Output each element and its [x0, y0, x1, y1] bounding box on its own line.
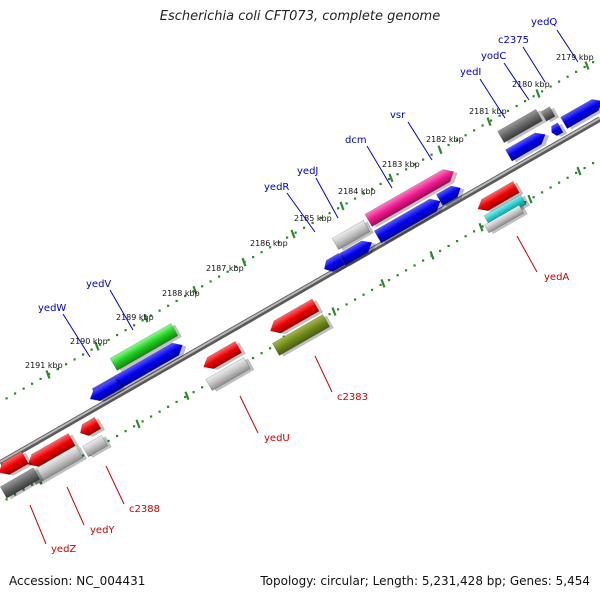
gene-feature-blue [551, 122, 568, 137]
gene-feature-light [205, 357, 255, 392]
gene-feature-vsr [364, 169, 458, 228]
tick-label: 2182 kbp [426, 135, 464, 144]
gene-feature-yedZ [0, 467, 44, 500]
tick-label: 2186 kbp [250, 239, 288, 248]
gene-features [0, 99, 600, 500]
gene-label-yedq: yedQ [531, 17, 557, 28]
gene-label-yodc: yodC [481, 51, 506, 62]
gene-label-yedj: yedJ [297, 166, 318, 177]
gene-label-c2375: c2375 [498, 35, 529, 46]
gene-feature-yedA [477, 181, 524, 212]
tick-label: 2184 kbp [338, 187, 376, 196]
map-title: Escherichia coli CFT073, complete genome [159, 9, 441, 24]
gene-feature-c2383 [270, 298, 324, 335]
tick-label: 2190 kbp [70, 337, 108, 346]
tick-label: 2180 kbp [512, 80, 550, 89]
gene-label-yedr: yedR [264, 182, 289, 193]
gene-feature-yedY [27, 433, 80, 468]
gene-label-yeda: yedA [544, 272, 569, 283]
tick-label: 2187 kbp [206, 264, 244, 273]
gene-label-dcm: dcm [345, 135, 367, 146]
gene-feature-light [484, 204, 528, 234]
gene-label-yedy: yedY [90, 525, 115, 536]
gene-feature-yedR [323, 252, 350, 273]
gene-label-yedu: yedU [264, 433, 290, 444]
gene-feature-c2388 [79, 416, 106, 437]
gene-feature-blue [505, 132, 550, 163]
gene-feature-yedV [109, 323, 182, 372]
gene-feature-blue [89, 376, 126, 402]
gene-feature-light [82, 434, 112, 458]
gene-feature-yedJ [338, 240, 376, 267]
gene-feature-grey [497, 109, 547, 144]
gene-feature-blue [435, 185, 465, 207]
gene-label-yedv: yedV [86, 279, 111, 290]
gene-label-yedi: yedI [460, 67, 481, 78]
gene-feature-dcm [373, 198, 445, 245]
tick-label: 2191 kbp [25, 361, 63, 370]
tick-label: 2185 kbp [294, 214, 332, 223]
gene-label-yedw: yedW [38, 303, 66, 314]
gene-feature-red [0, 451, 33, 476]
label-leader-lines [29, 29, 579, 545]
tick-label: 2189 kbp [116, 313, 154, 322]
gene-feature-olive [271, 314, 334, 357]
gene-label-c2383: c2383 [337, 392, 368, 403]
tick-label: 2183 kbp [382, 160, 420, 169]
gene-feature-light [331, 219, 374, 251]
gene-feature-yedU [203, 341, 246, 370]
gene-label-vsr: vsr [390, 110, 406, 121]
gene-label-yedz: yedZ [51, 544, 76, 555]
gene-feature-blue [560, 99, 600, 130]
chromosome-backbone [0, 116, 600, 466]
tick-label: 2181 kbp [469, 107, 507, 116]
gene-feature-grey [540, 106, 560, 123]
topology-text: Topology: circular; Length: 5,231,428 bp… [260, 574, 590, 588]
gene-label-c2388: c2388 [129, 504, 160, 515]
accession-text: Accession: NC_004431 [9, 574, 146, 588]
tick-label: 2188 kbp [162, 289, 200, 298]
